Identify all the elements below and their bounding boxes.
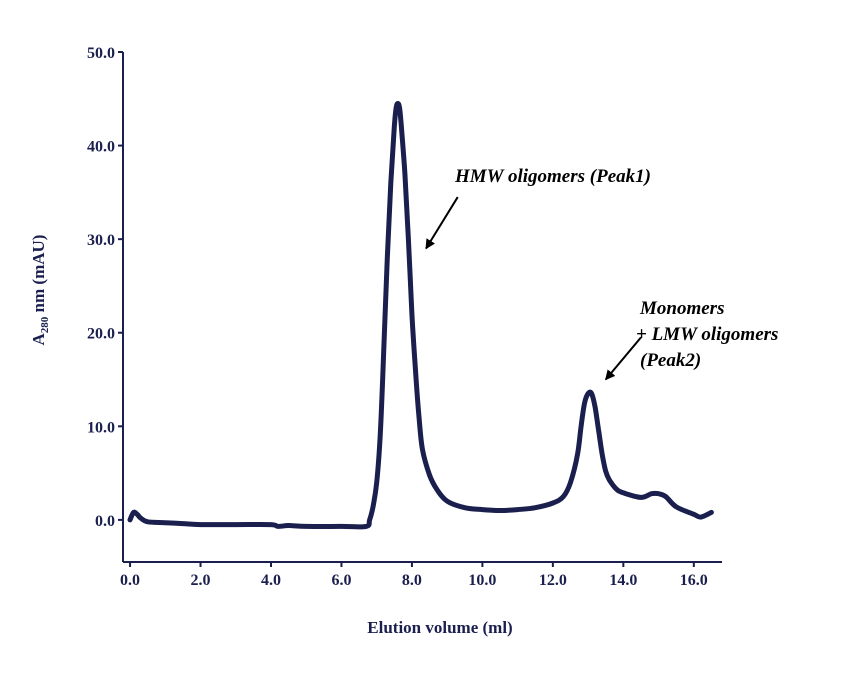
x-tick-label: 8.0 xyxy=(402,572,422,589)
x-tick-label: 10.0 xyxy=(468,572,496,589)
series-group xyxy=(127,101,714,530)
x-axis-title: Elution volume (ml) xyxy=(367,618,512,637)
annotation-text: HMW oligomers (Peak1) xyxy=(454,166,651,187)
x-tick-label: 2.0 xyxy=(191,572,211,589)
x-tick-label: 12.0 xyxy=(539,572,567,589)
y-tick-label: 40.0 xyxy=(87,139,115,156)
series-line xyxy=(127,101,714,530)
x-tick-label: 4.0 xyxy=(261,572,281,589)
annotation-text: Monomers xyxy=(639,298,724,319)
axes xyxy=(122,52,722,563)
annotation-text: (Peak2) xyxy=(640,350,701,371)
x-tick-label: 0.0 xyxy=(120,572,140,589)
x-tick-label: 14.0 xyxy=(609,572,637,589)
x-tick-label: 16.0 xyxy=(680,572,708,589)
annotation-text: + LMW oligomers xyxy=(636,324,778,345)
annotation-arrow xyxy=(604,336,642,381)
annotation-arrow xyxy=(425,196,459,250)
y-axis-title-main: A xyxy=(29,332,48,345)
ticks: 0.0 10.0 20.0 30.0 40.0 50.0 0.0 2.0 4.0 6.0 8.0 10… xyxy=(87,45,708,589)
y-tick-label: 30.0 xyxy=(87,232,115,249)
x-tick-label: 6.0 xyxy=(331,572,351,589)
y-tick-label: 50.0 xyxy=(87,45,115,62)
annotations: HMW oligomers (Peak1) Monomers + LMW oligo… xyxy=(425,166,778,381)
y-tick-label: 0.0 xyxy=(95,513,115,530)
y-tick-label: 10.0 xyxy=(87,419,115,436)
y-axis-title-sub: 280 xyxy=(39,316,51,333)
y-tick-label: 20.0 xyxy=(87,326,115,343)
y-axis-title-rest: nm (mAU) xyxy=(29,235,48,317)
y-axis-title: A280 nm (mAU) xyxy=(29,235,51,346)
